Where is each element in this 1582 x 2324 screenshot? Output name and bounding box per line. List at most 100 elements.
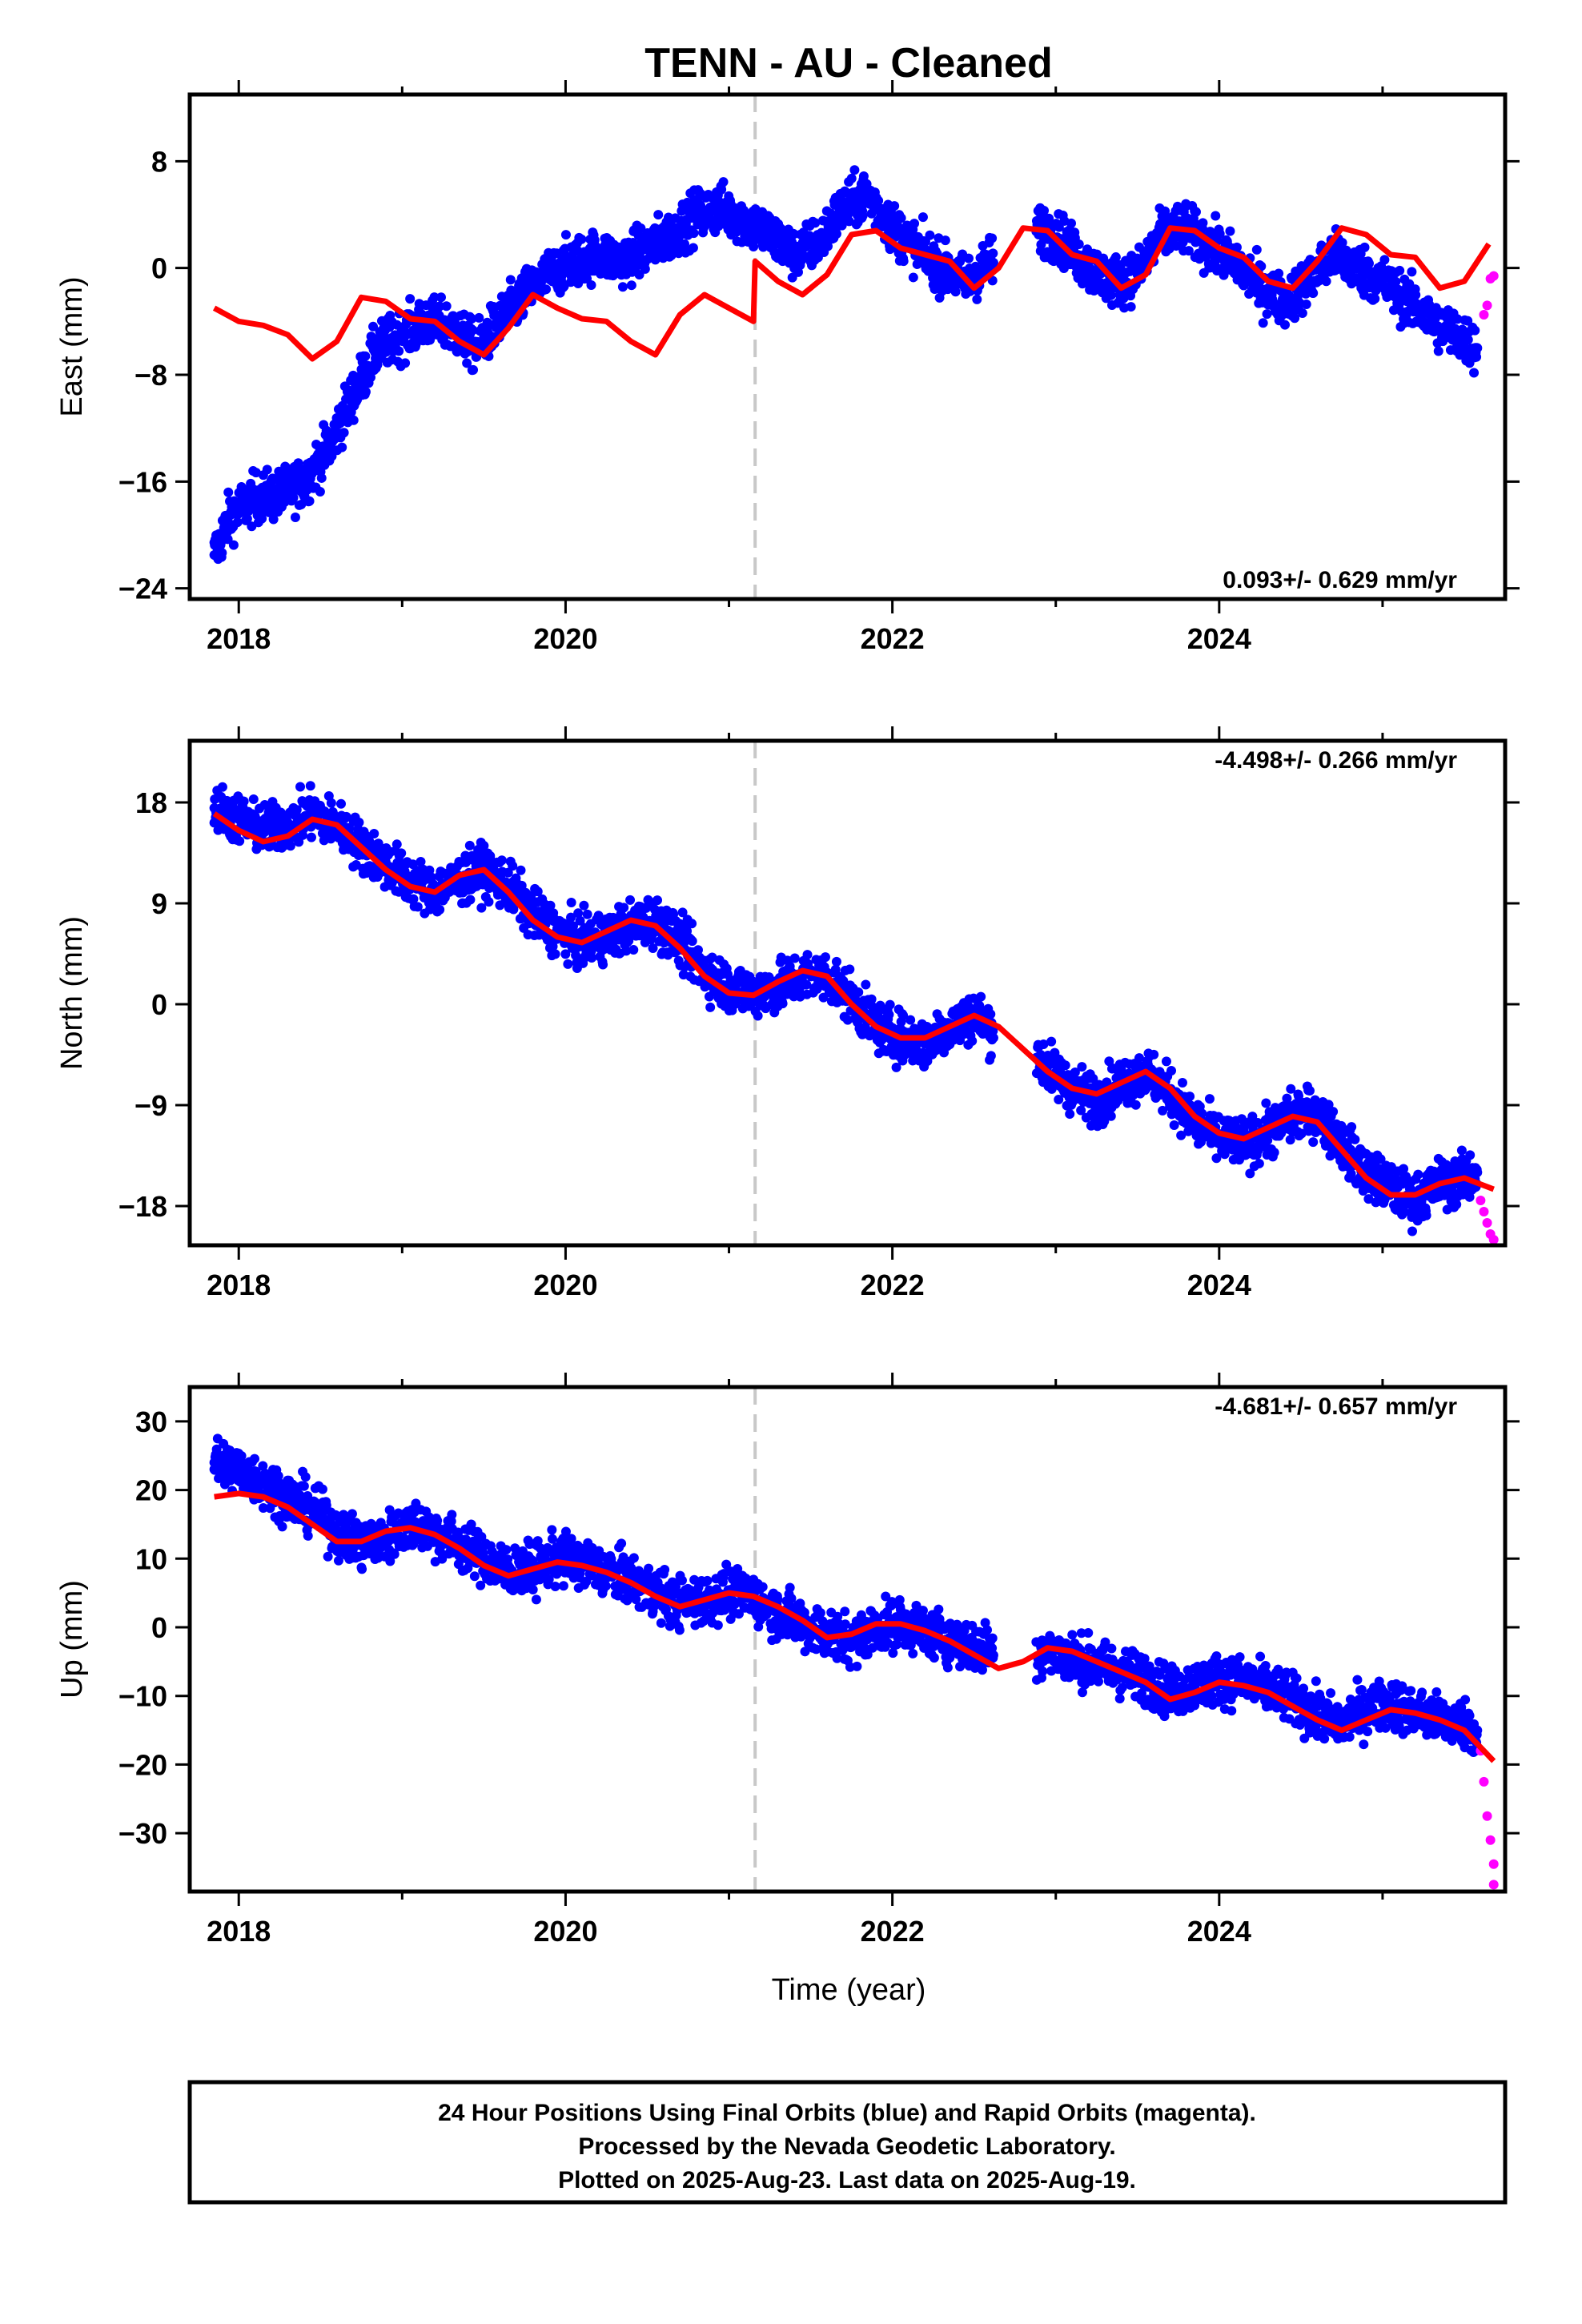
final-point [587,952,597,963]
final-point [1297,308,1307,319]
final-point [1407,267,1417,277]
final-point [1070,1067,1080,1077]
final-point [582,909,592,919]
final-point [846,173,857,183]
final-point [820,952,830,963]
y-tick-label: −16 [118,465,167,498]
final-point [617,282,628,292]
final-point [1046,1036,1057,1047]
final-point [305,781,315,791]
final-point [680,239,690,249]
final-point [1204,1094,1215,1104]
final-point [468,325,478,336]
final-point [1469,368,1480,378]
final-point [441,301,452,312]
plot-area [209,781,1499,1244]
final-point [988,1026,998,1036]
final-point [963,253,974,263]
final-point [326,798,336,808]
final-point [1211,211,1221,221]
rapid-point [1482,300,1492,311]
final-point [394,887,404,897]
final-point [1166,1065,1177,1076]
final-point [1104,1056,1114,1067]
final-point [1391,276,1401,287]
final-point [753,1011,763,1021]
final-point [232,517,243,528]
final-point [1363,1194,1374,1204]
final-point [1219,270,1229,280]
final-point [1321,276,1331,287]
final-point [687,936,697,947]
final-point [1323,1100,1334,1110]
final-point [896,213,906,223]
final-point [465,895,476,905]
final-point [626,280,636,291]
final-point [408,894,419,904]
final-point [1102,1077,1112,1088]
final-point [560,230,571,240]
final-point [285,841,295,851]
final-point [476,903,487,913]
final-point [1411,290,1421,300]
final-point [1261,1098,1271,1108]
final-point [889,201,900,211]
final-point [1337,238,1347,248]
final-point [566,897,576,907]
final-point [1106,1111,1116,1121]
final-point [857,211,868,221]
final-point [304,496,315,506]
final-point [1046,1084,1057,1094]
final-point [239,796,249,806]
final-point [1215,228,1225,239]
final-point [541,284,552,295]
final-point [905,1015,916,1025]
final-point [967,1035,978,1046]
final-point [1074,239,1084,250]
final-point [636,223,646,234]
final-point [435,904,445,915]
final-point [1110,252,1121,263]
final-point [986,1051,996,1061]
rapid-orbit-points [1479,271,1499,320]
final-point [436,292,446,303]
final-point [339,428,349,438]
final-point [1463,316,1473,326]
final-point [988,248,998,259]
final-point [1060,1060,1070,1071]
final-point [1076,1105,1086,1116]
final-point [688,243,698,253]
final-point [1160,206,1170,216]
final-point [1130,1100,1141,1110]
final-point [801,979,812,990]
final-point [884,1010,894,1020]
final-point [1126,302,1136,312]
final-point [986,1009,996,1019]
final-point [823,241,833,251]
final-point [248,794,259,804]
final-point [898,1010,909,1020]
final-point [1308,287,1319,298]
final-point [484,897,494,907]
final-point [412,902,423,912]
final-point [1099,1116,1110,1127]
final-point [435,301,445,312]
final-point [545,900,556,911]
final-point [950,287,961,297]
final-point [909,219,920,229]
final-point [1245,1168,1255,1179]
final-point [1347,1122,1357,1132]
final-point [1280,320,1291,330]
final-point [295,782,306,792]
plot-area [209,165,1499,565]
final-point [1308,1137,1319,1148]
final-point [335,798,346,809]
final-point [1262,309,1272,320]
final-point [1038,1039,1049,1050]
final-point [1470,325,1480,336]
final-point [291,805,302,815]
final-point [860,1022,870,1032]
final-point [972,294,982,304]
rapid-point [1479,310,1489,320]
